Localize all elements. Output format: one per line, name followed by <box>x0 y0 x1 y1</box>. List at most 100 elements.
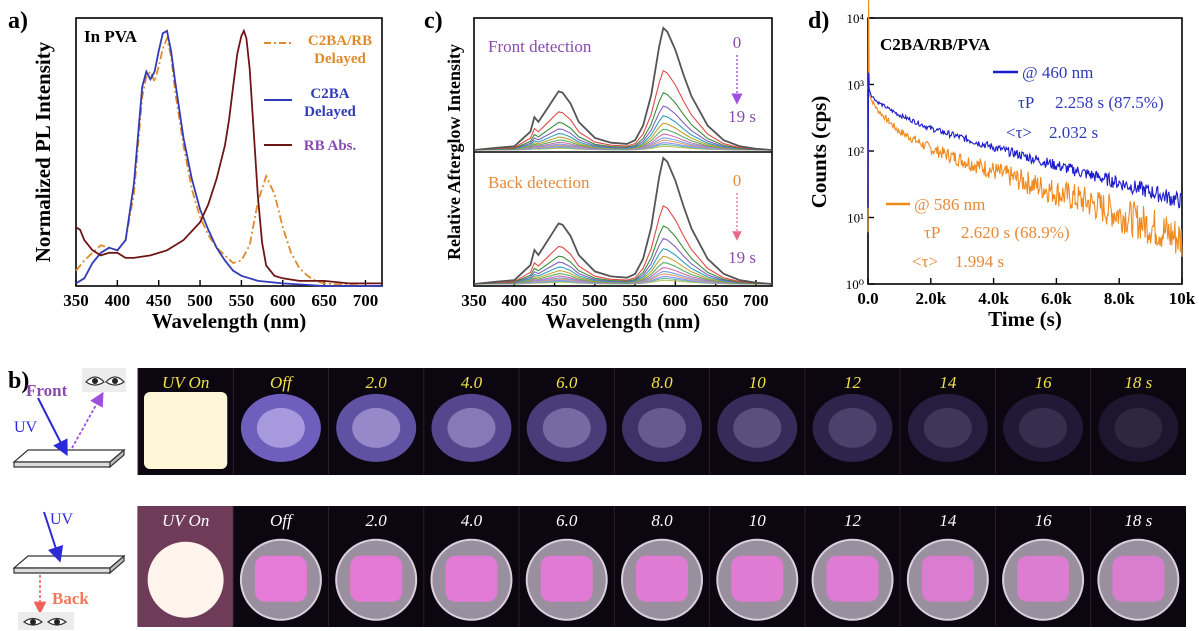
photo-front-core-2 <box>352 407 401 448</box>
photo-label-front-3: 4.0 <box>461 373 483 392</box>
front-time-end: 19 s <box>728 107 756 126</box>
back-detection-label: Back detection <box>488 173 590 192</box>
c-xtick-label: 700 <box>743 291 769 310</box>
c-xtick-label: 500 <box>582 291 608 310</box>
legend-c2ba-label-2: Delayed <box>304 104 356 120</box>
d-xtick-label: 8.0k <box>1104 289 1135 308</box>
legend-c2ba-label-1: C2BA <box>310 86 349 102</box>
c-panel0-series-3 <box>473 105 773 151</box>
c-panel1-series-2 <box>473 225 773 285</box>
d-ytick-label: 10³ <box>847 78 864 93</box>
chart-c-lines <box>473 26 773 285</box>
photo-label-back-6: 10 <box>749 511 767 530</box>
c-panel1-series-0 <box>473 156 773 285</box>
a-series-1 <box>75 29 382 287</box>
photo-front-sample-6 <box>717 393 798 462</box>
photo-back-sample-10 <box>1112 555 1165 602</box>
d-series-0 <box>867 72 1183 209</box>
back-eye-icon <box>18 612 74 630</box>
d-ytick-label: 10¹ <box>847 211 864 226</box>
photo-back-sample-7 <box>826 555 879 602</box>
c-panel0-series-1 <box>473 69 773 151</box>
back-substrate-side <box>13 567 111 574</box>
chart-a-ticks: 350 400 450 500 550 600 650 700 <box>63 280 378 310</box>
back-time-end: 19 s <box>728 248 756 267</box>
photo-front-sample-10 <box>1098 393 1179 462</box>
c-xtick-label: 450 <box>542 291 568 310</box>
a-xtick-label: 450 <box>146 291 172 310</box>
front-label: Front <box>26 381 68 400</box>
photo-label-front-0: UV On <box>162 373 209 392</box>
front-detection-label: Front detection <box>488 37 592 56</box>
photo-label-front-8: 14 <box>939 373 957 392</box>
a-xtick-label: 600 <box>270 291 296 310</box>
chart-d-inset-label: C2BA/RB/PVA <box>880 35 991 54</box>
photo-back-sample-1 <box>254 555 307 602</box>
tau-p-460-value: 2.258 s (87.5%) <box>1055 93 1164 112</box>
photo-front-sample-2 <box>336 393 417 462</box>
photo-front-uvon-sample <box>144 392 228 469</box>
a-xtick-label: 700 <box>353 291 379 310</box>
d-xtick-label: 4.0k <box>978 289 1009 308</box>
photo-front-core-8 <box>923 407 972 448</box>
schematic-back: UV Back <box>12 511 126 630</box>
tau-p-586-symbol: τP <box>924 223 940 242</box>
d-xtick-label: 2.0k <box>915 289 946 308</box>
tau-p-460-symbol: τP <box>1018 93 1034 112</box>
photo-back-sample-8 <box>921 555 974 602</box>
photo-label-front-10: 18 s <box>1124 373 1152 392</box>
c-xtick-label: 550 <box>622 291 648 310</box>
photo-label-back-0: UV On <box>162 511 209 530</box>
photo-label-front-1: Off <box>270 373 294 392</box>
photo-back-sample-5 <box>636 555 688 602</box>
photo-strip-front: UV On Off 2.0 4.0 6.0 8.0 10 12 14 16 18 s <box>137 368 1186 475</box>
front-uv-arrow <box>37 397 68 457</box>
photo-label-back-9: 16 <box>1035 511 1053 530</box>
tau-avg-586-value: 1.994 s <box>955 252 1004 271</box>
c-panel0-series-0 <box>473 26 773 151</box>
front-uv-label: UV <box>14 419 38 436</box>
panel-letter-b: b) <box>8 368 29 394</box>
photo-front-sample-5 <box>622 393 702 462</box>
panel-letter-a: a) <box>8 8 28 34</box>
legend-c2ba-rb-label-1: C2BA/RB <box>308 33 372 49</box>
back-uv-label: UV <box>50 511 74 528</box>
chart-c-ylabel: Relative Afterglow Intensity <box>444 44 464 260</box>
photo-front-sample-3 <box>431 393 512 462</box>
c-xtick-label: 400 <box>502 291 528 310</box>
photo-back-sample-3 <box>445 555 498 602</box>
legend-460-label: @ 460 nm <box>1022 63 1093 82</box>
d-ytick-label: 10⁰ <box>846 277 864 292</box>
chart-d-lines <box>867 0 1183 257</box>
chart-d-xlabel: Time (s) <box>988 307 1062 331</box>
chart-c-xlabel: Wavelength (nm) <box>546 309 701 333</box>
front-eye-icon <box>82 368 126 392</box>
photo-label-back-7: 12 <box>844 511 862 530</box>
a-series-0 <box>75 35 382 287</box>
chart-d: 0.0 2.0k 4.0k 6.0k 8.0k 10k 10⁰ 10¹ 10² 10³ 10⁴ C2… <box>807 0 1196 331</box>
a-xtick-label: 500 <box>187 291 213 310</box>
legend-rb-label: RB Abs. <box>304 138 357 154</box>
front-time-start: 0 <box>733 33 742 52</box>
tau-avg-460-value: 2.032 s <box>1049 123 1098 142</box>
chart-a-lines <box>75 28 382 287</box>
tau-avg-586-symbol: <τ> <box>912 252 938 271</box>
chart-a-frame <box>75 17 383 287</box>
tau-p-586-value: 2.620 s (68.9%) <box>961 223 1070 242</box>
legend-586-label: @ 586 nm <box>914 195 985 214</box>
photo-front-core-3 <box>447 407 496 448</box>
back-substrate <box>12 555 126 569</box>
back-substrate-side-r <box>109 554 125 575</box>
c-xtick-label: 350 <box>461 291 487 310</box>
c-xtick-label: 650 <box>703 291 729 310</box>
front-substrate <box>12 449 126 463</box>
chart-c: 350 400 450 500 550 600 650 700 Front detection… <box>444 17 773 333</box>
photo-label-back-3: 4.0 <box>461 511 483 530</box>
photo-front-sample-4 <box>526 393 607 462</box>
chart-c-ticks: 350 400 450 500 550 600 650 700 <box>461 280 769 310</box>
photo-back-sample-2 <box>350 555 403 602</box>
photo-front-sample-8 <box>907 393 988 462</box>
tau-avg-460-symbol: <τ> <box>1006 123 1032 142</box>
chart-d-ylabel: Counts (cps) <box>807 96 831 209</box>
